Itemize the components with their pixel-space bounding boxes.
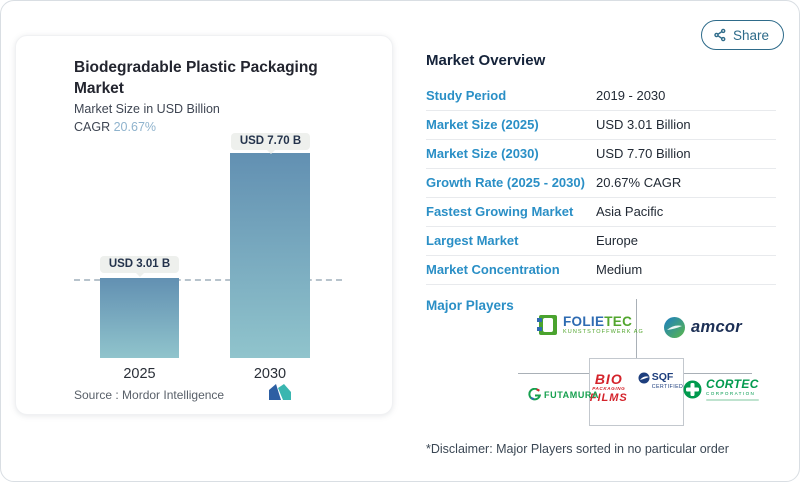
logo-amcor: amcor — [663, 316, 742, 339]
chart-cagr: CAGR 20.67% — [74, 120, 156, 134]
row-value: Europe — [596, 233, 638, 248]
bar-value-label-2025: USD 3.01 B — [100, 256, 179, 277]
chart-card: Biodegradable Plastic Packaging Market M… — [15, 35, 393, 415]
row-value: 2019 - 2030 — [596, 88, 666, 103]
bio-line3: FILMS — [589, 391, 628, 404]
chart-title: Biodegradable Plastic Packaging Market — [74, 59, 318, 97]
amcor-icon — [664, 317, 685, 338]
folietec-icon — [537, 315, 557, 335]
row-value: 20.67% CAGR — [596, 175, 682, 190]
cortec-name: CORTEC — [706, 377, 759, 391]
folietec-subtitle: KUNSTSTOFFWERK AG — [563, 329, 644, 335]
share-icon — [714, 28, 726, 42]
x-axis-label-2030: 2030 — [253, 366, 287, 382]
reference-dashed-line — [74, 279, 342, 281]
table-row: Fastest Growing Market Asia Pacific — [426, 198, 776, 227]
bar-2030 — [230, 153, 310, 358]
row-value: Asia Pacific — [596, 204, 664, 219]
logo-folietec: FOLIETEC KUNSTSTOFFWERK AG — [536, 314, 644, 336]
table-row: Growth Rate (2025 - 2030) 20.67% CAGR — [426, 169, 776, 198]
diagram-vertical-line — [636, 299, 637, 358]
sqf-subtitle: CERTIFIED — [651, 383, 684, 390]
source-value: Mordor Intelligence — [122, 388, 225, 402]
row-label: Market Size (2030) — [426, 146, 539, 161]
table-row: Market Concentration Medium — [426, 256, 776, 285]
share-button[interactable]: Share — [701, 20, 785, 50]
cagr-value: 20.67% — [113, 120, 157, 134]
disclaimer-text: *Disclaimer: Major Players sorted in no … — [426, 442, 729, 456]
cortec-icon — [683, 380, 702, 399]
bio-line1: BIO — [594, 371, 623, 387]
row-label: Study Period — [426, 88, 507, 103]
table-row: Study Period 2019 - 2030 — [426, 82, 776, 111]
table-row: Market Size (2025) USD 3.01 Billion — [426, 111, 776, 140]
amcor-name: amcor — [691, 318, 743, 336]
bar-value-label-2030: USD 7.70 B — [231, 133, 310, 154]
sqf-name: SQF — [651, 371, 674, 383]
row-label: Largest Market — [426, 233, 519, 248]
chart-subtitle: Market Size in USD Billion — [74, 102, 220, 116]
sqf-icon — [638, 372, 650, 384]
row-label: Fastest Growing Market — [426, 204, 574, 219]
mordor-intelligence-logo-icon — [269, 384, 291, 400]
cagr-label: CAGR — [74, 120, 111, 134]
table-row: Largest Market Europe — [426, 227, 776, 256]
market-overview-table: Study Period 2019 - 2030 Market Size (202… — [426, 82, 776, 285]
share-button-label: Share — [733, 27, 770, 43]
sqf-certified-badge: SQF CERTIFIED — [638, 372, 683, 390]
row-value: USD 3.01 Billion — [596, 117, 691, 132]
futamura-name: FUTAMURA — [544, 389, 600, 400]
row-value: Medium — [596, 262, 643, 277]
major-players-label: Major Players — [426, 298, 514, 313]
cortec-tagline-rule — [706, 398, 759, 401]
row-label: Market Size (2025) — [426, 117, 539, 132]
logo-bio-packaging-films-box: BIO PACKAGING FILMS SQF CERTIFIED — [589, 358, 684, 426]
folietec-name-part1: FOLIE — [563, 313, 605, 329]
market-overview-heading: Market Overview — [426, 52, 546, 69]
source-attribution: Source : Mordor Intelligence — [74, 388, 224, 402]
table-row: Market Size (2030) USD 7.70 Billion — [426, 140, 776, 169]
cortec-subtitle: CORPORATION — [706, 391, 756, 396]
row-value: USD 7.70 Billion — [596, 146, 691, 161]
bar-2025 — [100, 278, 179, 358]
futamura-icon — [528, 388, 541, 401]
x-axis-label-2025: 2025 — [123, 366, 156, 382]
source-label: Source : — [74, 388, 119, 402]
bio-line2: PACKAGING — [592, 386, 626, 391]
logo-cortec: CORTEC CORPORATION — [683, 378, 759, 401]
logo-futamura: FUTAMURA — [528, 388, 599, 401]
bio-packaging-films-text: BIO PACKAGING FILMS — [590, 372, 628, 404]
folietec-name-part2: TEC — [604, 313, 633, 329]
row-label: Growth Rate (2025 - 2030) — [426, 175, 585, 190]
row-label: Market Concentration — [426, 262, 560, 277]
